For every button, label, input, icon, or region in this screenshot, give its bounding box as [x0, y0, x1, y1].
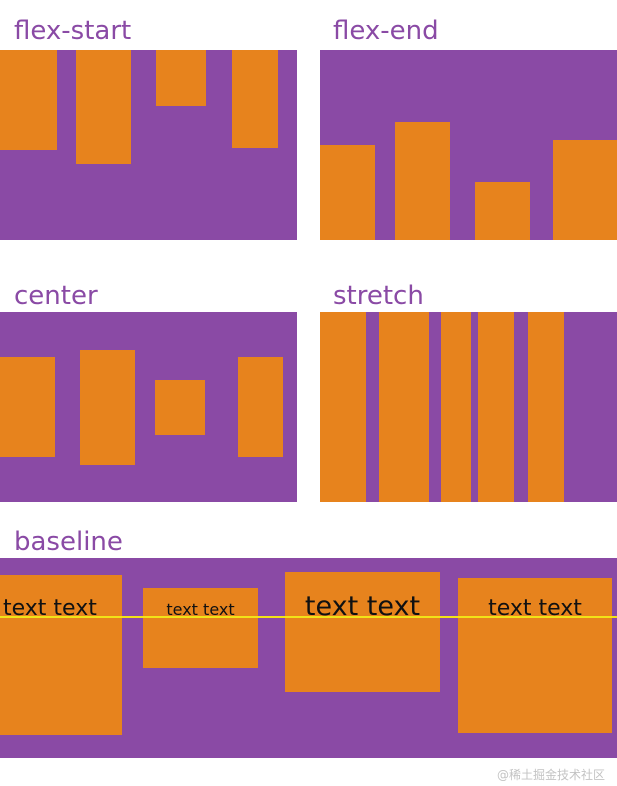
flex-item-bar [156, 50, 206, 106]
flex-item-bar [238, 357, 283, 457]
baseline-box-text: text text [166, 600, 235, 619]
flex-item-bar [320, 312, 366, 502]
section-label-stretch: stretch [333, 281, 424, 311]
flex-item-bar [475, 182, 530, 240]
baseline-box: text text [0, 575, 122, 735]
section-label-baseline: baseline [14, 527, 123, 557]
flex-item-bar [478, 312, 514, 502]
panel-flex-end [320, 50, 617, 240]
flex-item-bar [320, 145, 375, 240]
section-label-flex-end: flex-end [333, 16, 439, 46]
flex-item-bar [80, 349, 135, 465]
section-label-center: center [14, 281, 98, 311]
watermark: @稀土掘金技术社区 [496, 768, 605, 782]
baseline-box: text text [143, 588, 258, 668]
panel-center [0, 312, 297, 502]
flex-item-bar [441, 312, 471, 502]
flex-item-bar [232, 50, 278, 148]
flex-item-bar [528, 312, 564, 502]
panel-baseline: text text text text text text text text [0, 558, 617, 758]
flex-item-bar [553, 140, 617, 240]
panel-flex-start [0, 50, 297, 240]
baseline-box: text text [458, 578, 612, 733]
section-label-flex-start: flex-start [14, 16, 132, 46]
flex-item-bar [155, 379, 205, 435]
flex-item-bar [0, 50, 57, 150]
flex-item-bar [0, 357, 55, 457]
baseline-line [0, 616, 617, 618]
panel-stretch [320, 312, 617, 502]
flex-item-bar [395, 122, 450, 240]
flex-item-bar [379, 312, 429, 502]
flex-item-bar [76, 50, 131, 164]
baseline-box: text text [285, 572, 440, 692]
